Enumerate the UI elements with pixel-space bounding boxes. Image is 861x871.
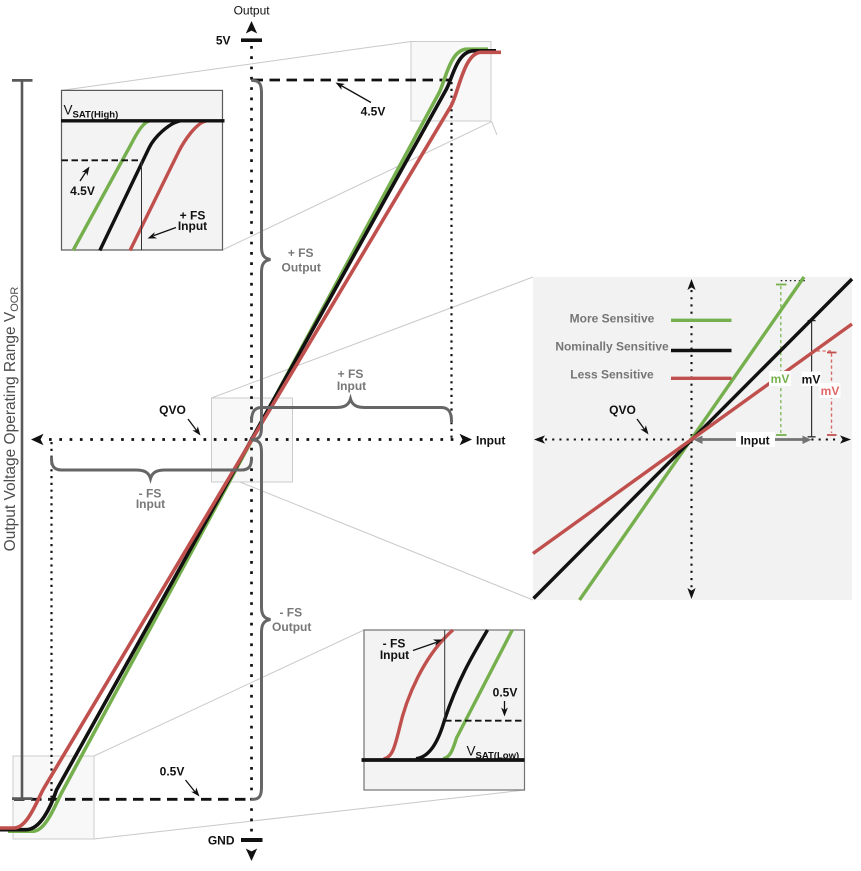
svg-text:4.5V: 4.5V xyxy=(361,105,386,119)
svg-text:- FS: - FS xyxy=(139,487,162,501)
svg-text:mV: mV xyxy=(771,372,790,386)
svg-text:Input: Input xyxy=(476,434,505,448)
svg-text:More Sensitive: More Sensitive xyxy=(570,312,655,326)
svg-text:Output: Output xyxy=(282,260,321,274)
svg-text:Input: Input xyxy=(740,433,769,447)
svg-text:Output: Output xyxy=(234,3,271,17)
svg-text:GND: GND xyxy=(208,833,235,847)
svg-text:0.5V: 0.5V xyxy=(160,765,185,779)
svg-text:mV: mV xyxy=(821,384,840,398)
svg-text:- FS: - FS xyxy=(279,606,302,620)
svg-text:mV: mV xyxy=(802,373,821,387)
svg-text:QVO: QVO xyxy=(609,403,636,417)
svg-text:4.5V: 4.5V xyxy=(70,184,95,198)
svg-text:QVO: QVO xyxy=(159,403,186,417)
svg-text:Input: Input xyxy=(136,497,165,511)
svg-text:Input: Input xyxy=(380,648,409,662)
svg-text:Nominally Sensitive: Nominally Sensitive xyxy=(555,340,669,354)
svg-text:+ FS: + FS xyxy=(338,367,364,381)
svg-text:Output: Output xyxy=(272,620,311,634)
svg-text:+ FS: + FS xyxy=(288,246,314,260)
svg-text:0.5V: 0.5V xyxy=(493,686,518,700)
svg-text:5V: 5V xyxy=(216,34,231,48)
svg-text:Less Sensitive: Less Sensitive xyxy=(570,368,654,382)
svg-text:Input: Input xyxy=(337,379,366,393)
svg-text:Input: Input xyxy=(178,219,207,233)
svg-text:+ FS: + FS xyxy=(180,209,206,223)
svg-text:- FS: - FS xyxy=(383,637,406,651)
svg-text:Output Voltage Operating Range: Output Voltage Operating Range VOOR xyxy=(2,287,21,552)
